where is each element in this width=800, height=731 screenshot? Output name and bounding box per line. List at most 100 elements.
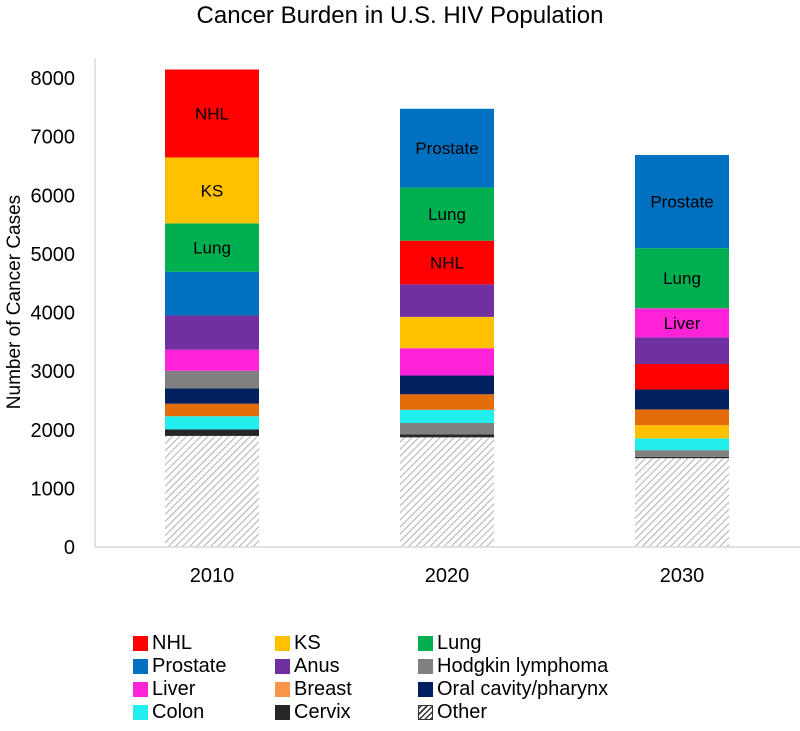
segment-label-liver-2030: Liver <box>664 314 701 333</box>
legend-swatch <box>133 658 148 674</box>
bar-segment-nhl-2020 <box>400 240 494 285</box>
legend-label: Anus <box>294 655 340 677</box>
bar-segment-nhl-2010 <box>165 69 259 158</box>
legend-label: Other <box>437 701 488 723</box>
legend-item-anus: Anus <box>275 655 340 677</box>
legend-swatch <box>275 681 290 697</box>
bar-segment-prostate-2020 <box>400 108 494 188</box>
segment-label-nhl-2010: NHL <box>195 104 229 123</box>
legend-item-hodgkin-lymphoma: Hodgkin lymphoma <box>418 655 608 677</box>
bar-segment-other-2010 <box>165 435 259 547</box>
legend-label: Liver <box>152 678 196 700</box>
legend-swatch <box>275 658 290 674</box>
segment-label-lung-2030: Lung <box>663 269 701 288</box>
bar-segment-ks-2020 <box>400 316 494 349</box>
bar-segment-lung-2020 <box>400 187 494 241</box>
legend-label: Prostate <box>152 655 227 677</box>
bar-segment-liver-2030 <box>635 308 729 338</box>
bar-segment-oral-cavity-pharynx-2030 <box>635 389 729 410</box>
bar-segment-cervix-2030 <box>635 456 729 459</box>
legend-label: KS <box>294 632 321 654</box>
bar-segment-colon-2010 <box>165 416 259 430</box>
legend-swatch <box>418 704 433 720</box>
y-axis: 0 1000 2000 3000 4000 5000 6000 7000 8000 <box>31 58 96 559</box>
y-tick-label: 7000 <box>31 127 76 149</box>
legend-item-lung: Lung <box>418 632 482 654</box>
legend-item-prostate: Prostate <box>133 655 226 677</box>
bar-segment-breast-2020 <box>400 394 494 410</box>
bar-segment-breast-2010 <box>165 403 259 417</box>
legend-label: Colon <box>152 701 205 723</box>
bar-segment-cervix-2020 <box>400 434 494 438</box>
legend-label: Oral cavity/pharynx <box>437 678 609 700</box>
bar-segment-nhl-2030 <box>635 363 729 390</box>
bar-segment-liver-2010 <box>165 349 259 371</box>
bars: NHL KS Lung Prostate Lung NHL Prostate Lung Live… <box>165 69 729 547</box>
y-tick-label: 5000 <box>31 244 76 266</box>
bar-segment-colon-2030 <box>635 438 729 451</box>
x-tick-label: 2020 <box>425 565 470 587</box>
segment-label-prostate-2030: Prostate <box>650 193 713 212</box>
bar-segment-prostate-2010 <box>165 271 259 316</box>
legend-label: Lung <box>437 632 482 654</box>
bar-segment-anus-2030 <box>635 337 729 364</box>
segment-label-ks-2010: KS <box>201 181 224 200</box>
legend-swatch <box>275 635 290 651</box>
y-axis-title: Number of Cancer Cases <box>4 195 25 409</box>
bar-2020 <box>400 108 494 547</box>
bar-segment-anus-2020 <box>400 284 494 317</box>
legend-item-ks: KS <box>275 632 321 654</box>
bar-segment-oral-cavity-pharynx-2020 <box>400 375 494 395</box>
bar-segment-ks-2030 <box>635 425 729 439</box>
bar-segment-hodgkin-lymphoma-2030 <box>635 450 729 457</box>
x-tick-label: 2010 <box>190 565 235 587</box>
bar-segment-breast-2030 <box>635 409 729 426</box>
y-tick-label: 3000 <box>31 361 76 383</box>
segment-label-nhl-2020: NHL <box>430 254 464 273</box>
legend-item-other: Other <box>418 701 487 723</box>
legend-swatch <box>418 658 433 674</box>
bar-segment-cervix-2010 <box>165 429 259 436</box>
legend-label: Cervix <box>294 701 351 723</box>
stacked-bar-chart: 0 1000 2000 3000 4000 5000 6000 7000 8000 NHL KS L… <box>4 58 800 587</box>
bar-segment-hodgkin-lymphoma-2010 <box>165 370 259 389</box>
legend-label: Breast <box>294 678 352 700</box>
segment-label-lung-2010: Lung <box>193 239 231 258</box>
segment-label-prostate-2020: Prostate <box>415 139 478 158</box>
legend-item-colon: Colon <box>133 701 204 723</box>
legend-swatch <box>133 681 148 697</box>
bar-segment-lung-2010 <box>165 223 259 272</box>
legend-swatch <box>275 704 290 720</box>
y-tick-label: 1000 <box>31 478 76 500</box>
bar-segment-other-2020 <box>400 437 494 547</box>
bar-segment-colon-2020 <box>400 409 494 424</box>
legend-item-liver: Liver <box>133 678 195 700</box>
bar-segment-hodgkin-lymphoma-2020 <box>400 423 494 435</box>
bar-segment-other-2030 <box>635 458 729 547</box>
legend-item-cervix: Cervix <box>275 701 351 723</box>
x-tick-label: 2030 <box>660 565 705 587</box>
x-axis: 2010 2020 2030 <box>95 546 800 587</box>
bar-segment-liver-2020 <box>400 348 494 376</box>
y-tick-label: 0 <box>64 537 75 559</box>
y-tick-label: 2000 <box>31 420 76 442</box>
y-tick-label: 4000 <box>31 303 76 325</box>
legend-swatch <box>418 681 433 697</box>
y-tick-label: 8000 <box>31 68 76 90</box>
y-tick-label: 6000 <box>31 185 76 207</box>
bar-segment-oral-cavity-pharynx-2010 <box>165 388 259 404</box>
bar-segment-lung-2030 <box>635 248 729 309</box>
legend-label: Hodgkin lymphoma <box>437 655 609 677</box>
legend-label: NHL <box>152 632 193 654</box>
bar-segment-prostate-2030 <box>635 154 729 249</box>
bar-2030 <box>635 154 729 547</box>
legend-item-breast: Breast <box>275 678 352 700</box>
legend-item-nhl: NHL <box>133 632 192 654</box>
legend-item-oral-cavity-pharynx: Oral cavity/pharynx <box>418 678 608 700</box>
legend-swatch <box>133 635 148 651</box>
segment-label-lung-2020: Lung <box>428 205 466 224</box>
chart-title: Cancer Burden in U.S. HIV Population <box>196 2 604 29</box>
legend-swatch <box>133 704 148 720</box>
bar-2010 <box>165 69 259 547</box>
bar-segment-ks-2010 <box>165 157 259 224</box>
